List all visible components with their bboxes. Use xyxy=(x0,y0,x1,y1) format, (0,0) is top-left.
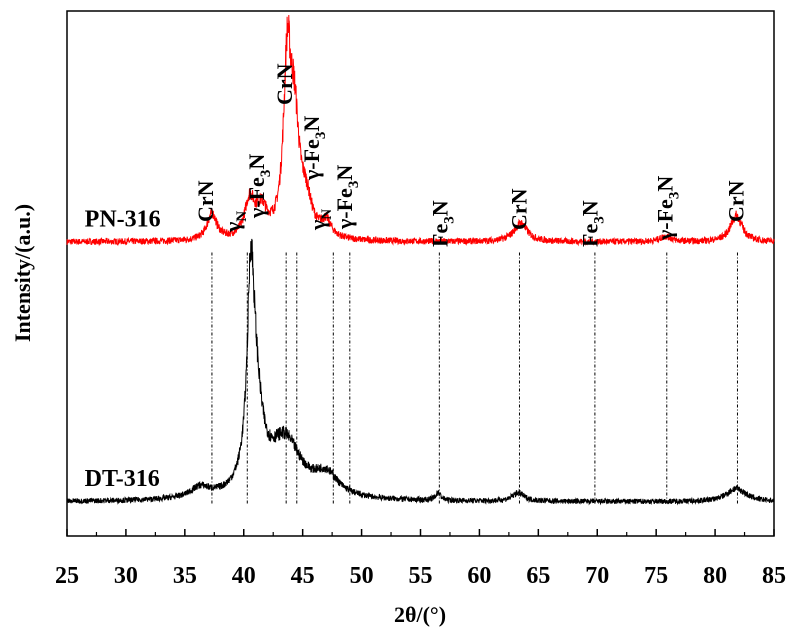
x-axis-ticks xyxy=(66,529,775,536)
x-tick-label: 50 xyxy=(350,563,374,589)
x-tick-label: 35 xyxy=(173,563,197,589)
peak-label: Fe3N xyxy=(428,200,458,247)
x-tick-label: 25 xyxy=(55,563,79,589)
series-labels: PN-316 DT-316 xyxy=(85,206,161,492)
peak-label: CrN xyxy=(723,180,748,222)
x-axis-tick-labels: 25 30 35 40 45 50 55 60 65 70 75 80 85 xyxy=(55,563,786,589)
plot-frame xyxy=(66,10,775,537)
x-tick-label: 45 xyxy=(291,563,315,589)
peak-label: CrN xyxy=(507,188,532,230)
x-tick-label: 60 xyxy=(467,563,491,589)
x-tick-label: 75 xyxy=(644,563,668,589)
series-line-pn-316 xyxy=(66,14,775,247)
y-axis-title: Intensity/(a.u.) xyxy=(10,204,35,342)
x-tick-label: 55 xyxy=(409,563,433,589)
peak-label: γ-Fe3N xyxy=(299,116,329,181)
peak-label: Fe3N xyxy=(577,200,607,247)
x-tick-label: 80 xyxy=(703,563,727,589)
series-line-dt-316 xyxy=(66,238,775,506)
series-label-pn-316: PN-316 xyxy=(85,206,161,232)
peak-label: γ-Fe3N xyxy=(332,165,362,230)
x-axis-title: 2θ/(°) xyxy=(394,602,446,627)
peak-label: γN xyxy=(305,209,335,231)
x-tick-label: 70 xyxy=(585,563,609,589)
x-tick-label: 85 xyxy=(762,563,786,589)
series-layer xyxy=(66,14,775,506)
x-tick-label: 40 xyxy=(232,563,256,589)
x-tick-label: 65 xyxy=(526,563,550,589)
reference-lines xyxy=(211,252,738,505)
series-label-dt-316: DT-316 xyxy=(85,466,160,492)
peak-label: CrN xyxy=(193,180,218,222)
peak-label: γ-Fe3N xyxy=(653,176,683,241)
x-tick-label: 30 xyxy=(114,563,138,589)
peak-label: γN xyxy=(220,211,250,233)
peak-label: CrN xyxy=(272,63,297,105)
peak-label: γ-Fe3N xyxy=(244,154,274,219)
